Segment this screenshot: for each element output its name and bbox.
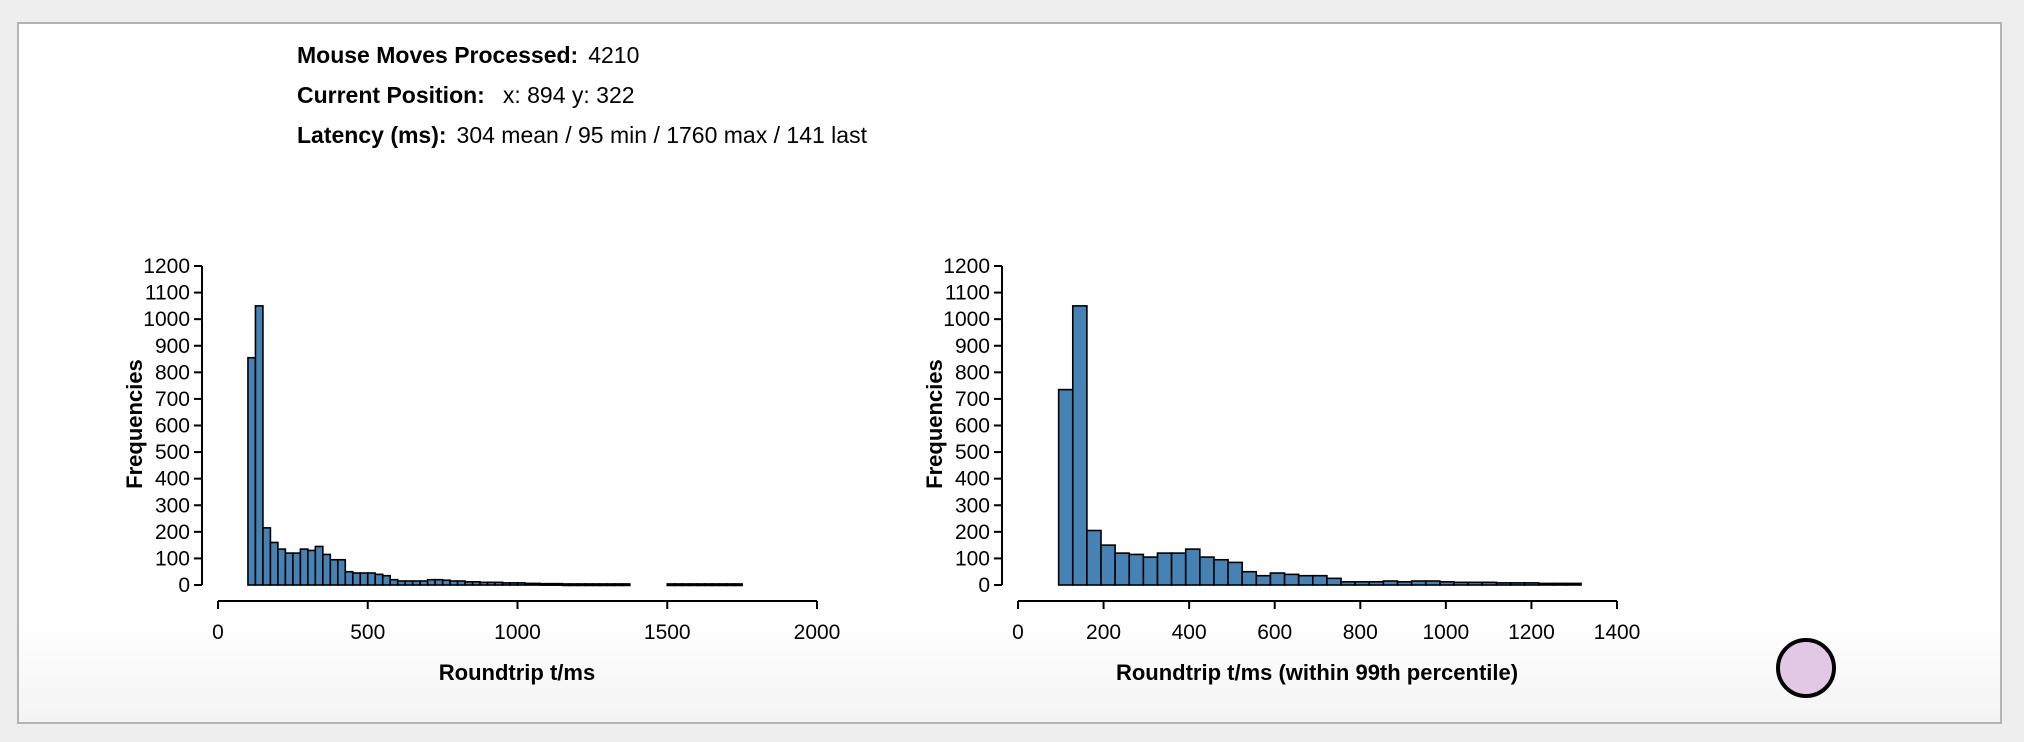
- x-tick-label: 1200: [1508, 621, 1555, 644]
- histogram-bar: [1566, 582, 1582, 586]
- current-position-value: x: 894 y: 322: [502, 82, 635, 108]
- y-tick-label: 1100: [145, 282, 190, 305]
- histogram-bar: [1439, 581, 1455, 586]
- histogram-bar: [1057, 388, 1074, 586]
- histogram-bar: [1368, 581, 1385, 586]
- histogram-all-roundtrips: 0 100 200 300 400 500 600 700 800 900 1000 1100 1200…: [122, 255, 841, 685]
- histogram-bar: [1156, 552, 1173, 586]
- y-tick-label: 1200: [143, 255, 190, 278]
- y-tick-label: 1000: [143, 308, 190, 331]
- x-axis-title: Roundtrip t/ms (within 99th percentile): [1116, 660, 1518, 685]
- histogram-bar: [1213, 558, 1229, 586]
- histogram-bar: [1410, 580, 1427, 586]
- histogram-bar: [1184, 548, 1201, 586]
- x-tick-label: 800: [1343, 621, 1378, 644]
- y-tick-label: 100: [155, 547, 190, 570]
- y-tick-label: 0: [978, 574, 990, 597]
- histogram-bar: [1071, 305, 1088, 586]
- y-axis-title: Frequencies: [122, 359, 147, 489]
- histogram-bar: [1481, 581, 1498, 586]
- histogram-bar: [1552, 582, 1568, 586]
- y-tick-label: 300: [955, 494, 990, 517]
- histogram-bar: [1227, 561, 1243, 586]
- histogram-bar: [1354, 581, 1371, 586]
- histogram-bar: [1100, 544, 1116, 586]
- y-tick-label: 100: [955, 547, 990, 570]
- histogram-bar: [1241, 570, 1258, 586]
- histogram-bar: [1537, 582, 1554, 586]
- histogram-bar: [1495, 582, 1512, 586]
- histogram-bar: [1142, 556, 1159, 586]
- x-axis-title: Roundtrip t/ms: [439, 660, 595, 685]
- y-tick-label: 200: [955, 521, 990, 544]
- y-tick-label: 1200: [943, 255, 990, 278]
- y-tick-label: 600: [955, 415, 990, 438]
- histogram-bar: [1269, 572, 1286, 586]
- histogram-bar: [1424, 580, 1441, 586]
- y-tick-label: 700: [155, 388, 190, 411]
- y-tick-label: 1100: [945, 282, 990, 305]
- y-tick-label: 900: [955, 335, 990, 358]
- y-tick-label: 500: [155, 441, 190, 464]
- histogram-bar: [1255, 574, 1272, 586]
- y-tick-label: 500: [955, 441, 990, 464]
- latency-value: 304 mean / 95 min / 1760 max / 141 last: [456, 122, 867, 148]
- histogram-bar: [1283, 573, 1300, 586]
- x-tick-label: 0: [1012, 621, 1024, 644]
- moves-processed-stat: Mouse Moves Processed: 4210: [297, 41, 639, 69]
- histogram-bar: [1523, 582, 1540, 586]
- histogram-bar: [1467, 581, 1484, 586]
- cursor-position-dot[interactable]: [1776, 638, 1836, 698]
- y-tick-label: 700: [955, 388, 990, 411]
- y-tick-label: 900: [155, 335, 190, 358]
- y-tick-label: 0: [178, 574, 190, 597]
- histogram-bar: [1311, 574, 1328, 586]
- latency-panel: Mouse Moves Processed: 4210 Current Posit…: [17, 22, 2002, 724]
- histogram-bar: [1382, 580, 1399, 586]
- y-tick-label: 300: [155, 494, 190, 517]
- y-tick-label: 600: [155, 415, 190, 438]
- x-tick-label: 500: [350, 621, 385, 644]
- latency-stat: Latency (ms): 304 mean / 95 min / 1760 ma…: [297, 121, 867, 149]
- moves-processed-value: 4210: [588, 42, 640, 68]
- y-axis-title: Frequencies: [922, 359, 947, 489]
- histogram-99th-percentile: 0 100 200 300 400 500 600 700 800 900 1000 1100 1200…: [922, 255, 1641, 685]
- histogram-bar: [1453, 581, 1469, 586]
- x-tick-label: 1400: [1594, 621, 1641, 644]
- latency-label: Latency (ms):: [297, 122, 447, 148]
- histogram-bar: [1114, 552, 1131, 586]
- current-position-label: Current Position:: [297, 82, 485, 108]
- histogram-bar: [254, 305, 264, 586]
- x-tick-label: 200: [1086, 621, 1121, 644]
- x-tick-label: 0: [212, 621, 224, 644]
- histogram-bar: [1396, 581, 1413, 586]
- moves-processed-label: Mouse Moves Processed:: [297, 42, 579, 68]
- histogram-bar: [1086, 529, 1102, 586]
- histogram-bar: [1326, 577, 1342, 586]
- y-tick-label: 800: [155, 361, 190, 384]
- x-tick-label: 1000: [1422, 621, 1469, 644]
- x-tick-label: 400: [1172, 621, 1207, 644]
- histogram-bar: [1340, 581, 1356, 586]
- y-tick-label: 400: [955, 468, 990, 491]
- x-tick-label: 1000: [494, 621, 541, 644]
- current-position-stat: Current Position: x: 894 y: 322: [297, 81, 635, 109]
- x-tick-label: 600: [1257, 621, 1292, 644]
- histogram-bar: [733, 583, 743, 587]
- histogram-bar: [1128, 553, 1145, 586]
- y-tick-label: 200: [155, 521, 190, 544]
- x-tick-label: 2000: [794, 621, 841, 644]
- y-tick-label: 800: [955, 361, 990, 384]
- y-tick-label: 1000: [943, 308, 990, 331]
- histogram-bar: [1199, 556, 1215, 586]
- histogram-bar: [621, 583, 631, 587]
- x-tick-label: 1500: [644, 621, 691, 644]
- histogram-bar: [1297, 574, 1314, 586]
- y-tick-label: 400: [155, 468, 190, 491]
- histogram-bar: [1170, 552, 1187, 586]
- histogram-bar: [1509, 582, 1526, 586]
